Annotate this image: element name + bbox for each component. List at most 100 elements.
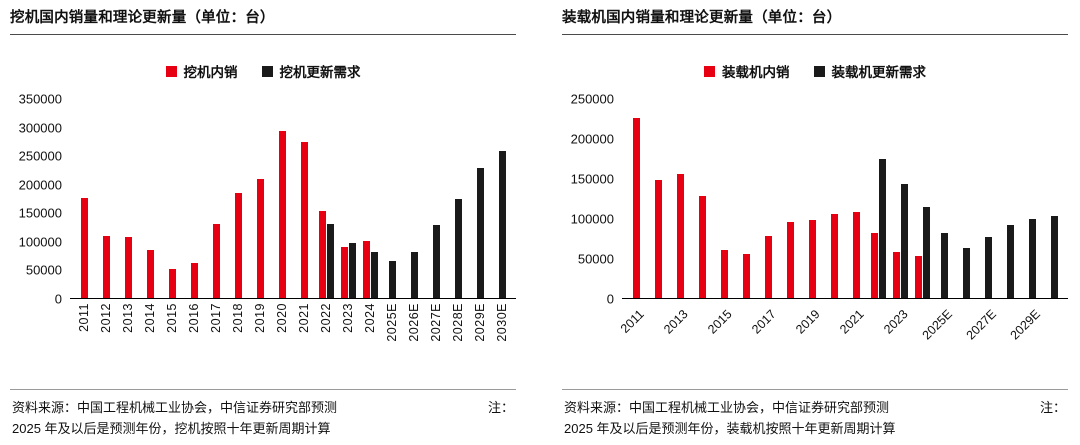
y-tick-label: 200000 <box>570 131 614 147</box>
bar-group-2024 <box>911 99 933 298</box>
x-tick-label: 2011 <box>618 307 648 336</box>
bar-group-2027E <box>425 99 447 298</box>
legend-label: 挖机更新需求 <box>279 65 361 80</box>
x-tick-cell: 2021 <box>837 299 867 349</box>
chart-legend: 挖机内销 挖机更新需求 <box>10 61 516 81</box>
bar-group-2029E <box>469 99 491 298</box>
x-tick-cell: 2019 <box>249 299 271 349</box>
bar-group-2023 <box>889 99 911 298</box>
bar-group-2027E <box>977 99 999 298</box>
legend-label: 装载机更新需求 <box>831 65 927 80</box>
x-tick-cell: 2016 <box>183 299 205 349</box>
legend-label: 装载机内销 <box>722 65 790 80</box>
x-tick-cell: 2024 <box>359 299 381 349</box>
x-axis: 2011 2012 2013 2014 2015 2016 2017 2018 2019 2020… <box>70 299 516 349</box>
x-tick-cell: 2025E <box>381 299 403 349</box>
x-tick-cell: 2013 <box>117 299 139 349</box>
bar-group-2017 <box>757 99 779 298</box>
bar-group-2016 <box>735 99 757 298</box>
bar-group-2015 <box>161 99 183 298</box>
bar-domestic-sales-2012 <box>654 180 662 298</box>
y-tick-label: 250000 <box>570 91 614 107</box>
chart-area: 350000 300000 250000 200000 150000 100000 5000… <box>10 92 516 349</box>
y-tick-label: 350000 <box>18 91 62 107</box>
x-tick-cell: 2021 <box>293 299 315 349</box>
bar-domestic-sales-2024 <box>362 240 370 298</box>
bar-renewal-demand-2024 <box>922 206 930 298</box>
bar-group-2025E <box>381 99 403 298</box>
bar-domestic-sales-2024 <box>914 255 922 298</box>
bar-renewal-demand-2030E <box>1050 215 1058 298</box>
x-tick-label: 2025E <box>385 303 399 342</box>
bar-group-2028E <box>999 99 1021 298</box>
bar-renewal-demand-2022 <box>326 223 334 298</box>
bar-domestic-sales-2019 <box>808 220 816 298</box>
x-tick-cell: 2020 <box>271 299 293 349</box>
x-tick-cell: 2030E <box>491 299 513 349</box>
x-tick-label: 2012 <box>99 303 113 333</box>
bar-renewal-demand-2026E <box>410 251 418 298</box>
legend-swatch-red <box>704 65 715 77</box>
legend-item-renewal-demand: 挖机更新需求 <box>261 61 361 81</box>
bar-group-2011 <box>625 99 647 298</box>
x-tick-cell: 2011 <box>73 299 95 349</box>
x-tick-cell: 2015 <box>705 299 735 349</box>
bar-renewal-demand-2026E <box>962 248 970 298</box>
x-tick-cell <box>1043 299 1065 349</box>
source-line-1: 资料来源：中国工程机械工业协会，中信证券研究部预测 注： <box>12 397 514 418</box>
bar-domestic-sales-2020 <box>830 214 838 298</box>
bar-domestic-sales-2017 <box>212 223 220 298</box>
y-tick-label: 250000 <box>18 148 62 164</box>
y-tick-label: 50000 <box>577 251 614 267</box>
bar-group-2030E <box>1043 99 1065 298</box>
x-tick-label: 2026E <box>407 303 421 342</box>
y-tick-label: 100000 <box>18 234 62 250</box>
y-tick-label: 300000 <box>18 120 62 136</box>
bar-renewal-demand-2027E <box>432 225 440 298</box>
legend-swatch-black <box>261 65 273 77</box>
x-tick-label: 2019 <box>253 303 267 333</box>
x-tick-label: 2016 <box>187 303 201 333</box>
bar-group-2020 <box>823 99 845 298</box>
chart-area: 250000 200000 150000 100000 50000 0 2011 2013 2… <box>562 92 1068 349</box>
bar-renewal-demand-2024 <box>370 252 378 298</box>
x-tick-label: 2023 <box>341 303 355 333</box>
x-tick-label: 2014 <box>143 303 157 333</box>
bar-group-2023 <box>337 99 359 298</box>
bar-domestic-sales-2014 <box>698 195 706 298</box>
bar-group-2028E <box>447 99 469 298</box>
source-note: 资料来源：中国工程机械工业协会，中信证券研究部预测 注： 2025 年及以后是预… <box>10 389 516 445</box>
bar-renewal-demand-2030E <box>498 151 506 298</box>
bar-domestic-sales-2020 <box>278 130 286 298</box>
plot-area <box>622 99 1068 299</box>
legend-swatch-red <box>165 65 177 77</box>
x-tick-label: 2030E <box>495 303 509 342</box>
x-tick-cell: 2029E <box>1008 299 1043 349</box>
x-tick-label: 2029E <box>473 303 487 342</box>
bar-domestic-sales-2023 <box>340 246 348 298</box>
bar-group-2013 <box>669 99 691 298</box>
legend-item-domestic-sales: 挖机内销 <box>165 61 238 81</box>
plot-wrap: 2011 2013 2015 2017 2019 2021 2023 2025E 2027E 20… <box>618 99 1068 349</box>
bar-group-2017 <box>205 99 227 298</box>
bar-group-2012 <box>95 99 117 298</box>
bar-domestic-sales-2021 <box>852 212 860 298</box>
x-tick-label: 2013 <box>121 303 135 333</box>
bar-domestic-sales-2022 <box>870 233 878 298</box>
bar-group-2018 <box>227 99 249 298</box>
x-tick-cell: 2023 <box>881 299 911 349</box>
legend-swatch-black <box>813 65 825 77</box>
source-note: 资料来源：中国工程机械工业协会，中信证券研究部预测 注： 2025 年及以后是预… <box>562 389 1068 445</box>
chart-legend: 装载机内销 装载机更新需求 <box>562 61 1068 81</box>
bar-group-2016 <box>183 99 205 298</box>
bar-domestic-sales-2023 <box>892 252 900 298</box>
y-tick-label: 200000 <box>18 177 62 193</box>
x-tick-cell: 2027E <box>964 299 999 349</box>
chart-title: 装载机国内销量和理论更新量（单位：台） <box>562 6 1068 35</box>
legend-item-renewal-demand: 装载机更新需求 <box>813 61 927 81</box>
bar-domestic-sales-2016 <box>742 254 750 298</box>
x-tick-cell: 2026E <box>403 299 425 349</box>
y-tick-label: 150000 <box>570 171 614 187</box>
bar-group-2013 <box>117 99 139 298</box>
